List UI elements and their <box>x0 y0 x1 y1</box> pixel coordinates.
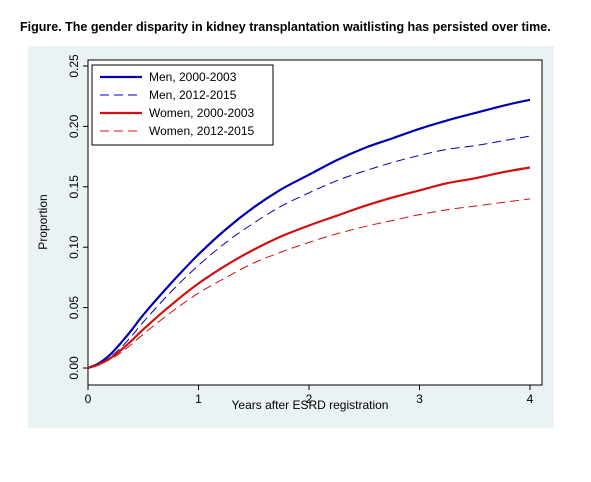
chart-panel: 0.00 0.05 0.10 0.15 0.20 0.25 0 1 2 3 4 Men, 2000… <box>28 46 554 428</box>
y-tick-label: 0.10 <box>67 235 81 259</box>
y-tick-label: 0.25 <box>67 54 81 78</box>
legend-label-2: Men, 2012-2015 <box>149 88 237 102</box>
legend-box <box>91 64 274 146</box>
x-axis-title: Years after ESRD registration <box>232 398 389 412</box>
y-tick-label: 0.00 <box>67 356 81 380</box>
x-axis: 0 1 2 3 4 <box>85 385 534 406</box>
y-tick-label: 0.20 <box>67 114 81 138</box>
y-axis-title: Proportion <box>36 194 50 249</box>
x-tick-label: 0 <box>85 392 92 406</box>
y-tick-label: 0.05 <box>67 296 81 320</box>
x-tick-label: 4 <box>527 392 534 406</box>
series-line-1 <box>87 98 531 370</box>
series-line-4 <box>87 198 531 369</box>
series-line-2 <box>87 135 531 369</box>
legend-label-4: Women, 2012-2015 <box>149 124 255 138</box>
legend-label-3: Women, 2000-2003 <box>149 106 255 120</box>
legend: Men, 2000-2003 Men, 2012-2015 Women, 2000-… <box>91 64 274 146</box>
line-chart: 0.00 0.05 0.10 0.15 0.20 0.25 0 1 2 3 4 Men, 2000… <box>36 54 543 412</box>
series-line-3 <box>87 166 531 370</box>
legend-label-1: Men, 2000-2003 <box>149 70 237 84</box>
x-tick-label: 3 <box>416 392 423 406</box>
series-layer <box>87 98 531 370</box>
figure-caption: Figure. The gender disparity in kidney t… <box>20 20 551 34</box>
x-tick-label: 1 <box>195 392 202 406</box>
y-tick-label: 0.15 <box>67 175 81 199</box>
x-tick-label: 2 <box>306 392 313 406</box>
y-axis: 0.00 0.05 0.10 0.15 0.20 0.25 <box>67 54 88 380</box>
